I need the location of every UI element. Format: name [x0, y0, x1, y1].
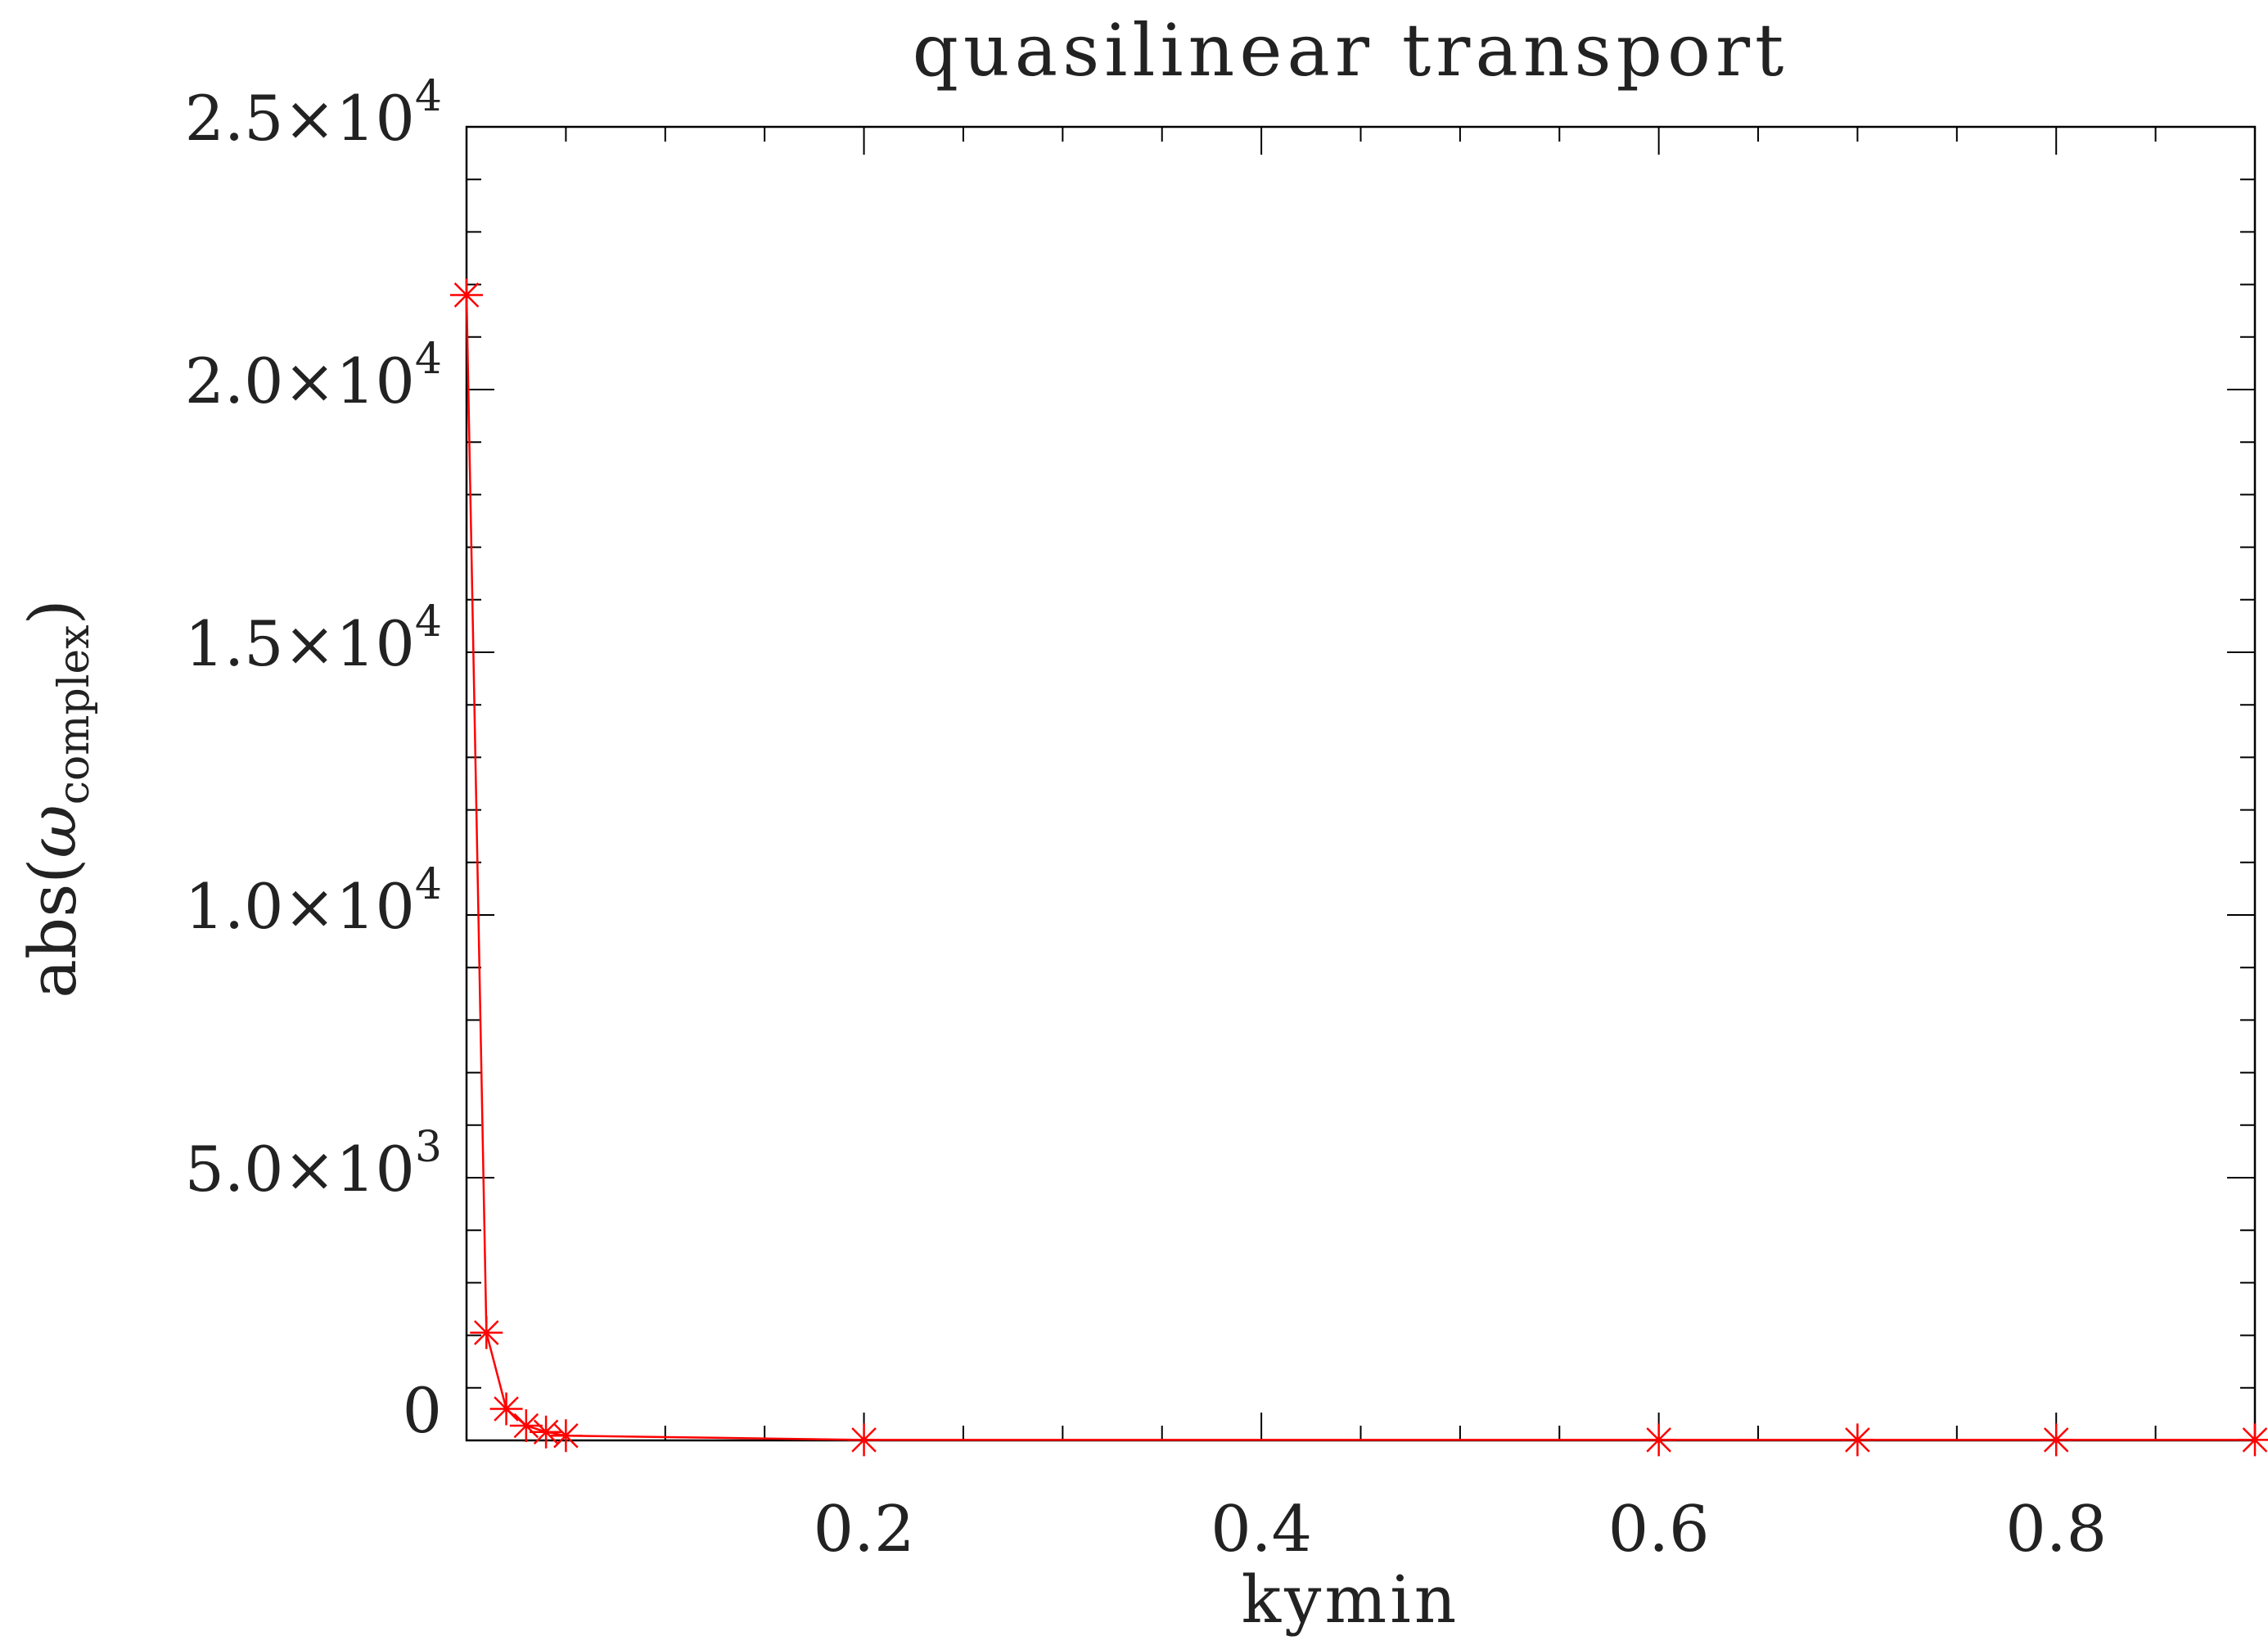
chart-title: quasilinear transport — [913, 8, 1789, 92]
data-series — [450, 278, 2268, 1457]
data-point-marker — [509, 1409, 543, 1443]
data-point-marker — [549, 1419, 583, 1453]
data-point-marker — [489, 1392, 523, 1426]
data-point-marker — [1642, 1423, 1675, 1457]
y-axis-label-symbol: ω — [15, 804, 91, 858]
x-tick-label: 0.4 — [1211, 1493, 1312, 1566]
data-point-marker — [470, 1316, 503, 1350]
y-axis-label-prefix: abs( — [15, 859, 91, 998]
x-tick-label: 0.2 — [814, 1493, 915, 1566]
data-point-marker — [2239, 1423, 2268, 1457]
data-point-marker — [847, 1423, 881, 1457]
y-axis-label-suffix: ) — [15, 599, 91, 624]
y-axis-label-subscript: complex — [50, 625, 99, 805]
axis-tick-labels: 0.2 0.4 0.6 0.8 0 5.0×103 1.0×104 1.5×104 2.0×10… — [185, 72, 2108, 1566]
y-tick-label: 2.0×104 — [185, 335, 442, 417]
data-point-marker — [2040, 1423, 2073, 1457]
y-tick-label: 0 — [403, 1374, 442, 1447]
x-axis-label: kymin — [1242, 1562, 1460, 1638]
y-tick-label: 1.5×104 — [185, 597, 442, 680]
data-point-marker — [450, 278, 483, 312]
y-tick-label: 5.0×103 — [185, 1123, 442, 1206]
y-axis-label: abs(ωcomplex) — [15, 599, 99, 998]
data-point-marker — [1841, 1423, 1874, 1457]
x-tick-label: 0.6 — [1608, 1493, 1710, 1566]
y-tick-label: 2.5×104 — [185, 72, 442, 155]
x-tick-label: 0.8 — [2005, 1493, 2107, 1566]
y-tick-label: 1.0×104 — [185, 860, 442, 943]
